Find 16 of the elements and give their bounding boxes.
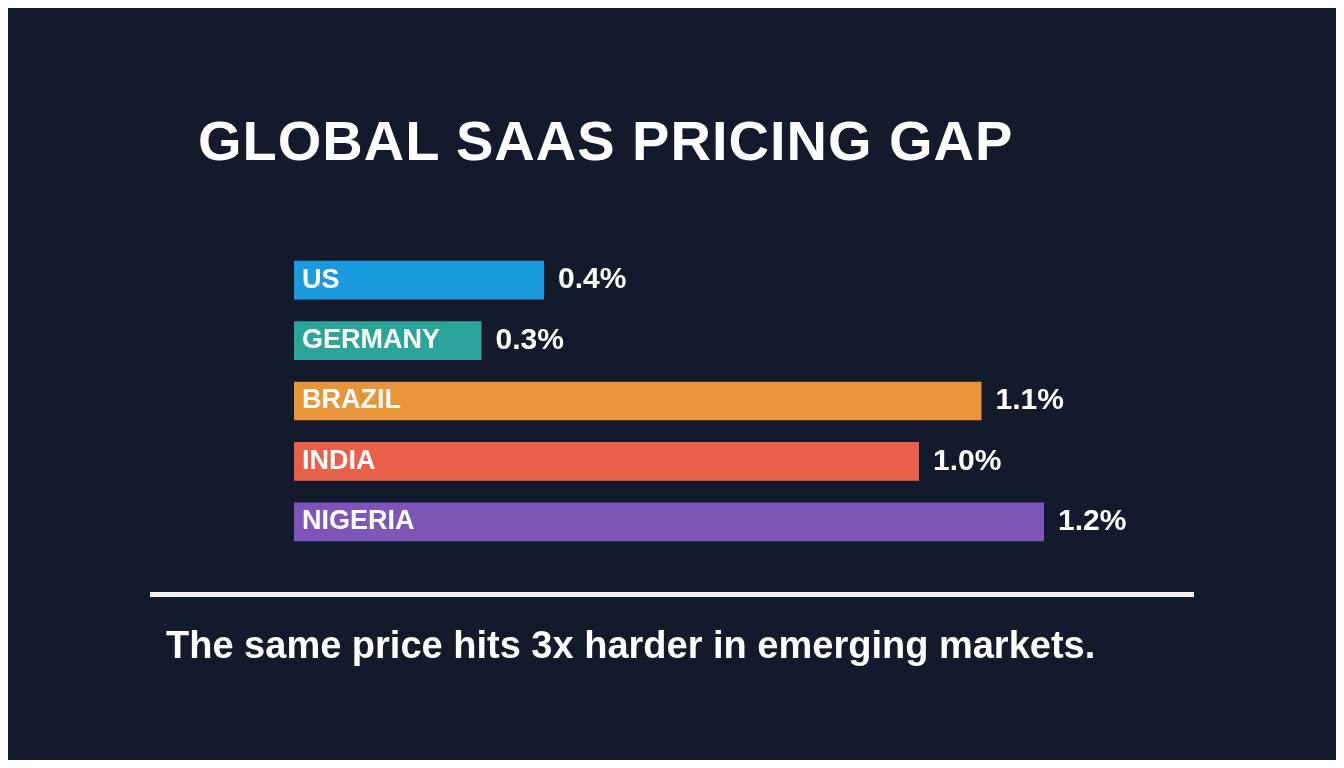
bar	[294, 260, 544, 300]
bar	[294, 502, 1044, 542]
chart-title: GLOBAL SAAS PRICING GAP	[198, 108, 1014, 173]
y-tick-label: BRAZIL	[302, 384, 401, 415]
data-label: 0.3%	[495, 321, 564, 355]
data-label: 1.0%	[933, 442, 1002, 476]
data-label: 1.1%	[995, 382, 1064, 416]
y-tick-label: US	[302, 263, 340, 294]
data-label: 1.2%	[1058, 503, 1127, 537]
y-tick-label: GERMANY	[302, 324, 441, 355]
bar	[294, 442, 919, 481]
data-label: 0.4%	[558, 261, 627, 295]
y-tick-label: NIGERIA	[302, 505, 415, 536]
y-tick-label: INDIA	[302, 444, 376, 475]
bar	[294, 381, 982, 421]
text: The same price hits 3x harder in emerging markets.	[166, 624, 1096, 667]
